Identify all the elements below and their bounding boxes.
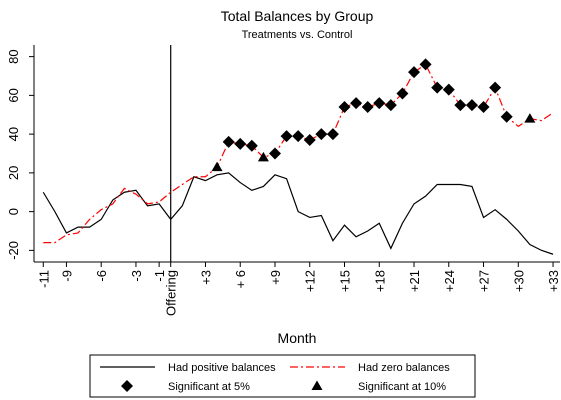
diamond-marker <box>442 83 455 96</box>
diamond-marker <box>489 81 502 94</box>
x-tick-label: +15 <box>338 270 353 292</box>
legend-box <box>89 354 476 398</box>
chart-title: Total Balances by Group <box>221 8 374 24</box>
diamond-marker <box>477 101 490 113</box>
diamond-marker <box>465 99 478 112</box>
diamond-marker <box>408 66 421 79</box>
triangle-marker <box>524 113 536 123</box>
diamond-marker <box>419 58 432 71</box>
y-tick-label: 0 <box>6 208 21 215</box>
x-tick-label: +30 <box>511 270 526 292</box>
legend-label: Had positive balances <box>168 362 276 374</box>
y-tick-label: 60 <box>6 88 21 102</box>
x-tick-label: -9 <box>59 270 74 282</box>
diamond-marker <box>384 99 397 112</box>
diamond-marker <box>315 128 328 141</box>
diamond-marker <box>361 101 374 113</box>
x-tick-label: -6 <box>94 270 109 282</box>
line-series <box>42 172 554 255</box>
legend-label: Significant at 5% <box>168 381 250 393</box>
x-tick-label: Offering <box>164 270 179 316</box>
y-tick-label: 40 <box>6 127 21 141</box>
x-tick-label: -1 <box>152 270 167 282</box>
x-tick-label: +3 <box>198 270 213 285</box>
x-tick-label: + 6 <box>233 270 248 288</box>
triangle-marker <box>257 151 269 162</box>
diamond-marker <box>292 130 305 143</box>
diamond-marker <box>245 139 258 152</box>
diamond-marker <box>222 135 235 148</box>
x-tick-label: +12 <box>303 270 318 292</box>
diamond-marker <box>326 128 339 141</box>
legend-label: Had zero balances <box>358 362 450 374</box>
legend-label: Significant at 10% <box>358 381 446 393</box>
x-tick-label: +27 <box>477 270 492 292</box>
x-tick-label: +18 <box>372 270 387 292</box>
diamond-marker <box>396 87 409 100</box>
triangle-marker <box>311 380 323 390</box>
diamond-marker <box>431 81 444 94</box>
x-tick-label: +9 <box>268 270 283 285</box>
diamond-marker <box>280 130 293 143</box>
diamond-marker <box>350 97 363 110</box>
chart-subtitle: Treatments vs. Control <box>242 29 353 41</box>
diamond-marker <box>121 380 133 392</box>
diamond-marker <box>303 133 316 146</box>
x-tick-label: +33 <box>546 270 561 292</box>
diamond-marker <box>373 97 386 110</box>
diamond-marker <box>268 147 281 160</box>
y-tick-label: -20 <box>6 241 21 260</box>
triangle-marker <box>211 161 223 172</box>
y-tick-label: 80 <box>6 49 21 63</box>
x-tick-label: +21 <box>407 270 422 292</box>
y-tick-label: 20 <box>6 166 21 180</box>
diamond-marker <box>234 137 247 150</box>
x-tick-label: +24 <box>442 270 457 292</box>
diamond-marker <box>338 101 351 113</box>
x-axis-title: Month <box>278 330 317 346</box>
x-tick-label: -3 <box>129 270 144 282</box>
x-tick-label: -11 <box>36 270 51 288</box>
diamond-marker <box>500 110 513 123</box>
diamond-marker <box>454 99 467 112</box>
